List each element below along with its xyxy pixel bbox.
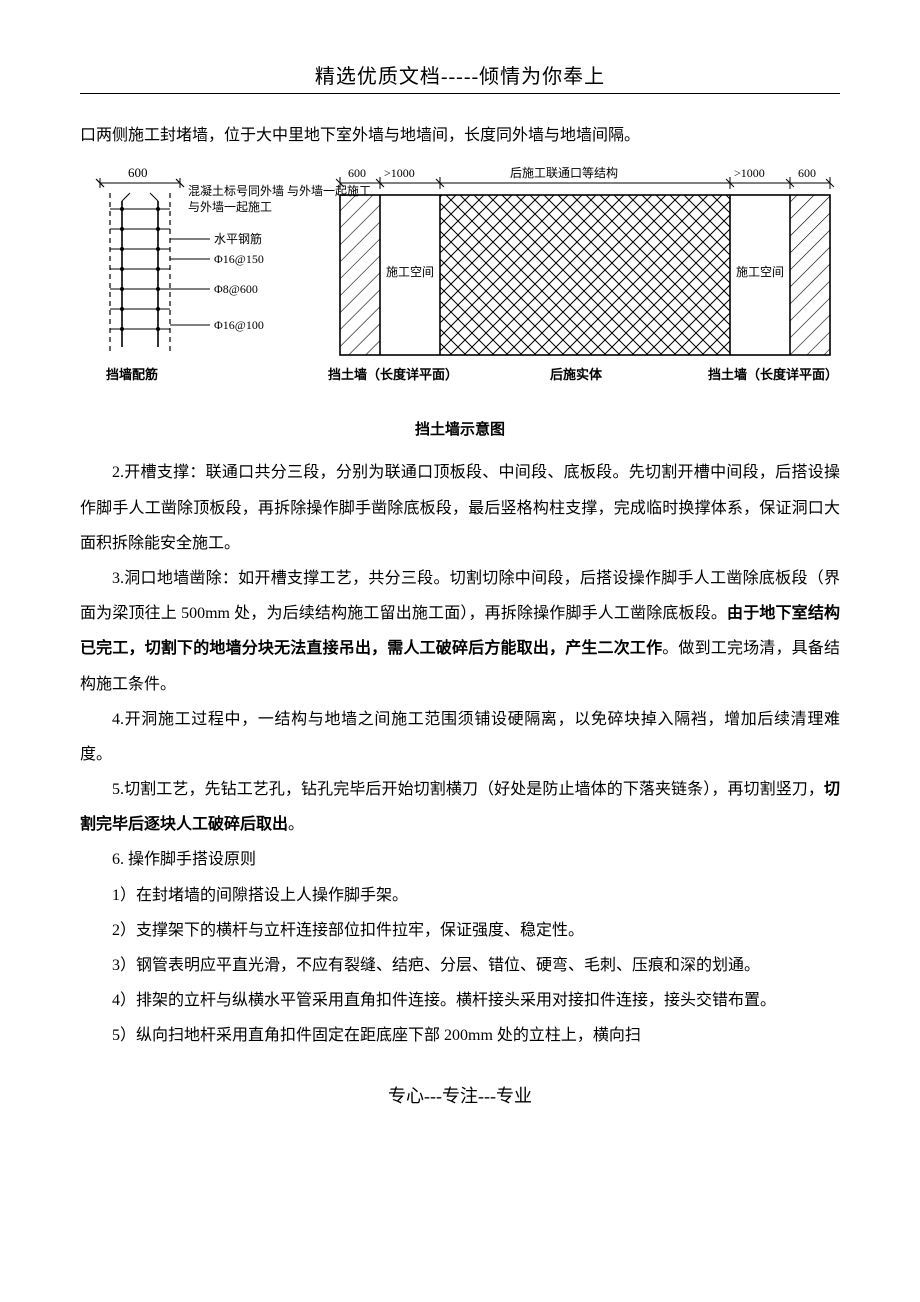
right-section: 600 >1000 后施工联通口等结构 >1000 600 <box>328 165 838 382</box>
page-header: 精选优质文档-----倾情为你奉上 <box>80 60 840 89</box>
retaining-wall-diagram: 600 <box>80 165 840 395</box>
wall-label-left: 挡土墙（长度详平面） <box>328 367 458 382</box>
space-right-label: 施工空间 <box>736 265 784 279</box>
label-rebar3: Φ8@600 <box>214 282 258 296</box>
page-footer: 专心---专注---专业 <box>80 1082 840 1108</box>
space-left-label: 施工空间 <box>386 265 434 279</box>
intro-line: 口两侧施工封堵墙，位于大中里地下室外墙与地墙间，长度同外墙与地墙间隔。 <box>80 118 840 153</box>
para-6: 6. 操作脚手搭设原则 <box>80 842 840 877</box>
wall-label-right: 挡土墙（长度详平面） <box>708 367 838 382</box>
para-5a: 5.切割工艺，先钻工艺孔，钻孔完毕后开始切割横刀（好处是防止墙体的下落夹链条），… <box>112 781 824 798</box>
diagram-caption: 挡土墙示意图 <box>80 414 840 447</box>
para-6-4: 4）排架的立杆与纵横水平管采用直角扣件连接。横杆接头采用对接扣件连接，接头交错布… <box>80 983 840 1018</box>
dim-600-left: 600 <box>128 165 148 180</box>
para-6-5: 5）纵向扫地杆采用直角扣件固定在距底座下部 200mm 处的立柱上，横向扫 <box>80 1018 840 1053</box>
para-2: 2.开槽支撑：联通口共分三段，分别为联通口顶板段、中间段、底板段。先切割开槽中间… <box>80 455 840 561</box>
diagram-container: 600 <box>80 165 840 447</box>
left-detail: 600 <box>96 165 371 382</box>
para-4: 4.开洞施工过程中，一结构与地墙之间施工范围须铺设硬隔离，以免碎块掉入隔裆，增加… <box>80 702 840 772</box>
dim-r-600r: 600 <box>798 166 816 180</box>
para-3: 3.洞口地墙凿除：如开槽支撑工艺，共分三段。切割切除中间段，后搭设操作脚手人工凿… <box>80 561 840 702</box>
para-5: 5.切割工艺，先钻工艺孔，钻孔完毕后开始切割横刀（好处是防止墙体的下落夹链条），… <box>80 772 840 842</box>
dim-r-600l: 600 <box>348 166 366 180</box>
left-bottom-label: 挡墙配筋 <box>106 367 158 382</box>
dim-r-1000r: >1000 <box>734 166 765 180</box>
dim-r-center: 后施工联通口等结构 <box>510 165 618 180</box>
para-6-2: 2）支撑架下的横杆与立杆连接部位扣件拉牢，保证强度、稳定性。 <box>80 913 840 948</box>
document-body: 口两侧施工封堵墙，位于大中里地下室外墙与地墙间，长度同外墙与地墙间隔。 600 <box>80 118 840 1054</box>
header-rule <box>80 93 840 94</box>
para-5b: 。 <box>288 816 304 833</box>
para-6-3: 3）钢管表明应平直光滑，不应有裂缝、结疤、分层、错位、硬弯、毛刺、压痕和深的划通… <box>80 948 840 983</box>
label-concrete-2: 与外墙一起施工 <box>188 200 272 214</box>
center-bottom-label: 后施实体 <box>550 367 603 382</box>
para-3a: 3.洞口地墙凿除：如开槽支撑工艺，共分三段。切割切除中间段，后搭设操作脚手人工凿… <box>80 570 840 622</box>
label-rebar2: Φ16@150 <box>214 252 264 266</box>
label-rebar1: 水平钢筋 <box>214 231 262 246</box>
dim-r-1000l: >1000 <box>384 166 415 180</box>
label-rebar4: Φ16@100 <box>214 318 264 332</box>
para-6-1: 1）在封堵墙的间隙搭设上人操作脚手架。 <box>80 878 840 913</box>
